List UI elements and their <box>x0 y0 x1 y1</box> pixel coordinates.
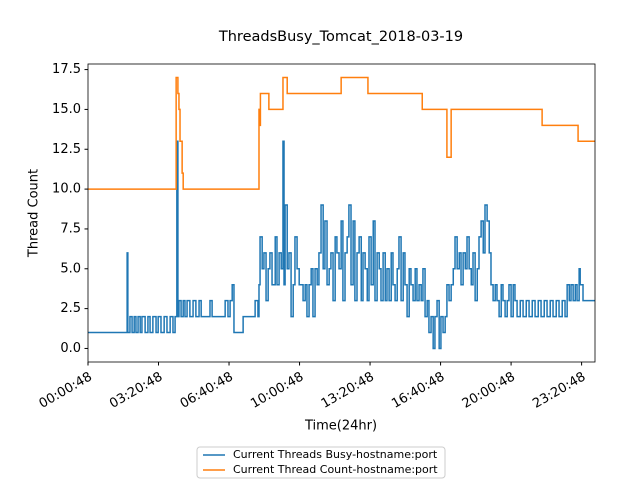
x-tick-label: 06:40:48 <box>178 370 236 412</box>
series-line <box>88 76 595 190</box>
y-tick-label: 7.5 <box>60 221 81 236</box>
x-tick-label: 10:00:48 <box>248 370 306 412</box>
y-tick-label: 2.5 <box>60 301 81 316</box>
legend-label: Current Thread Count-hostname:port <box>233 463 438 476</box>
x-tick-label: 13:20:48 <box>319 370 377 412</box>
series-line <box>88 140 595 350</box>
y-axis-label: Thread Count <box>27 169 42 258</box>
plot-frame <box>87 63 596 363</box>
y-tick-label: 0.0 <box>60 341 81 356</box>
x-tick-label: 16:40:48 <box>389 370 447 412</box>
x-tick-label: 23:20:48 <box>530 370 588 412</box>
y-tick-label: 10.0 <box>52 182 81 197</box>
legend-label: Current Threads Busy-hostname:port <box>233 448 438 461</box>
y-tick-label: 17.5 <box>52 62 81 77</box>
y-tick-label: 5.0 <box>60 261 81 276</box>
x-axis-label: Time(24hr) <box>304 419 377 434</box>
x-tick-label: 00:00:48 <box>37 370 95 412</box>
x-tick-label: 03:20:48 <box>107 370 165 412</box>
legend-box <box>196 446 446 479</box>
x-tick-label: 20:00:48 <box>460 370 518 412</box>
chart-title: ThreadsBusy_Tomcat_2018-03-19 <box>218 29 463 45</box>
y-tick-label: 15.0 <box>52 102 81 117</box>
y-tick-label: 12.5 <box>52 142 81 157</box>
